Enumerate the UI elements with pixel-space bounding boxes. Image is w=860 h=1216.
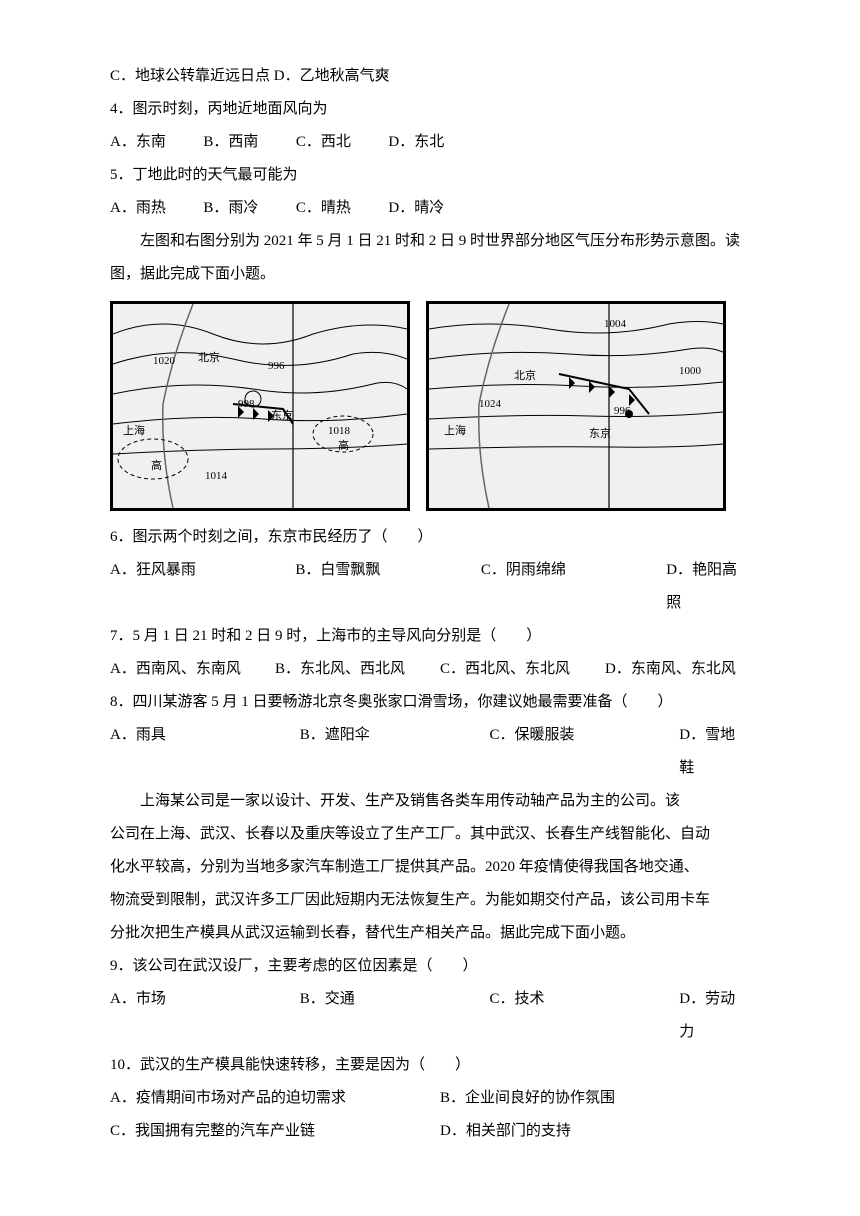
q8-optD: D．雪地鞋: [679, 719, 750, 785]
q7-options: A．西南风、东南风 B．东北风、西北风 C．西北风、东北风 D．东南风、东北风: [110, 653, 750, 686]
q10-options-cd: C．我国拥有完整的汽车产业链 D．相关部门的支持: [110, 1115, 750, 1148]
q3-optC: C．地球公转靠近远日点: [110, 68, 270, 84]
q5-stem: 5．丁地此时的天气最可能为: [110, 159, 750, 192]
q10-optC: C．我国拥有完整的汽车产业链: [110, 1115, 440, 1148]
figure-left: 1020 北京 上海 高 996 998 东京 1014 1018 高: [110, 301, 410, 511]
label-1020: 1020: [153, 349, 175, 373]
label-shanghai-l: 上海: [123, 419, 145, 443]
p2-l3: 化水平较高，分别为当地多家汽车制造工厂提供其产品。2020 年疫情使得我国各地交…: [110, 851, 750, 884]
p2-l4: 物流受到限制，武汉许多工厂因此短期内无法恢复生产。为能如期交付产品，该公司用卡车: [110, 884, 750, 917]
q7-optD: D．东南风、东北风: [605, 653, 736, 686]
p2-l1: 上海某公司是一家以设计、开发、生产及销售各类车用传动轴产品为主的公司。该: [110, 785, 750, 818]
q6-optD: D．艳阳高照: [666, 554, 750, 620]
q5-optB: B．雨冷: [203, 200, 258, 216]
label-shanghai-r: 上海: [444, 419, 466, 443]
label-1004: 1004: [604, 312, 626, 336]
q10-options-ab: A．疫情期间市场对产品的迫切需求 B．企业间良好的协作氛围: [110, 1082, 750, 1115]
q9-optA: A．市场: [110, 983, 300, 1049]
p2-l5: 分批次把生产模具从武汉运输到长春，替代生产相关产品。据此完成下面小题。: [110, 917, 750, 950]
q4-options: A．东南 B．西南 C．西北 D．东北: [110, 126, 750, 159]
q7-optC: C．西北风、东北风: [440, 653, 605, 686]
label-996-r: 996: [614, 399, 631, 423]
label-1014: 1014: [205, 464, 227, 488]
label-beijing-r: 北京: [514, 364, 536, 388]
q6-optC: C．阴雨绵绵: [481, 554, 666, 620]
q7-stem: 7．5 月 1 日 21 时和 2 日 9 时，上海市的主导风向分别是（ ）: [110, 620, 750, 653]
q7-optA: A．西南风、东南风: [110, 653, 275, 686]
label-tokyo-l: 东京: [271, 404, 293, 428]
q10-optA: A．疫情期间市场对产品的迫切需求: [110, 1082, 440, 1115]
q4-optA: A．东南: [110, 134, 166, 150]
passage2: 上海某公司是一家以设计、开发、生产及销售各类车用传动轴产品为主的公司。该 公司在…: [110, 785, 750, 950]
q10-optB: B．企业间良好的协作氛围: [440, 1082, 615, 1115]
q8-stem: 8．四川某游客 5 月 1 日要畅游北京冬奥张家口滑雪场，你建议她最需要准备（ …: [110, 686, 750, 719]
q4-optD: D．东北: [388, 134, 444, 150]
figure-row: 1020 北京 上海 高 996 998 东京 1014 1018 高 1004…: [110, 301, 750, 511]
isobars-right: [429, 304, 723, 508]
q9-optD: D．劳动力: [679, 983, 750, 1049]
label-beijing-l: 北京: [198, 346, 220, 370]
q4-optC: C．西北: [296, 134, 351, 150]
q6-stem: 6．图示两个时刻之间，东京市民经历了（ ）: [110, 521, 750, 554]
q9-optB: B．交通: [300, 983, 490, 1049]
q9-optC: C．技术: [490, 983, 680, 1049]
q8-optB: B．遮阳伞: [300, 719, 490, 785]
q3-options-cd: C．地球公转靠近远日点 D．乙地秋高气爽: [110, 60, 750, 93]
q8-optA: A．雨具: [110, 719, 300, 785]
passage1: 左图和右图分别为 2021 年 5 月 1 日 21 时和 2 日 9 时世界部…: [110, 225, 750, 291]
p2-l2: 公司在上海、武汉、长春以及重庆等设立了生产工厂。其中武汉、长春生产线智能化、自动: [110, 818, 750, 851]
figure-right: 1004 北京 1024 上海 996 1000 东京: [426, 301, 726, 511]
q4-optB: B．西南: [203, 134, 258, 150]
q8-optC: C．保暖服装: [490, 719, 680, 785]
label-high2: 高: [338, 434, 349, 458]
label-high1: 高: [151, 454, 162, 478]
label-996: 996: [268, 354, 285, 378]
q9-options: A．市场 B．交通 C．技术 D．劳动力: [110, 983, 750, 1049]
q10-optD: D．相关部门的支持: [440, 1115, 571, 1148]
q10-stem: 10．武汉的生产模具能快速转移，主要是因为（ ）: [110, 1049, 750, 1082]
q3-optD: D．乙地秋高气爽: [274, 68, 390, 84]
label-1024: 1024: [479, 392, 501, 416]
q4-stem: 4．图示时刻，丙地近地面风向为: [110, 93, 750, 126]
q6-optB: B．白雪飘飘: [295, 554, 480, 620]
q5-optC: C．晴热: [296, 200, 351, 216]
q5-options: A．雨热 B．雨冷 C．晴热 D．晴冷: [110, 192, 750, 225]
q7-optB: B．东北风、西北风: [275, 653, 440, 686]
q6-optA: A．狂风暴雨: [110, 554, 295, 620]
q9-stem: 9．该公司在武汉设厂，主要考虑的区位因素是（ ）: [110, 950, 750, 983]
q5-optA: A．雨热: [110, 200, 166, 216]
label-998: 998: [238, 392, 255, 416]
q6-options: A．狂风暴雨 B．白雪飘飘 C．阴雨绵绵 D．艳阳高照: [110, 554, 750, 620]
label-tokyo-r: 东京: [589, 422, 611, 446]
label-1000: 1000: [679, 359, 701, 383]
q8-options: A．雨具 B．遮阳伞 C．保暖服装 D．雪地鞋: [110, 719, 750, 785]
q5-optD: D．晴冷: [388, 200, 444, 216]
